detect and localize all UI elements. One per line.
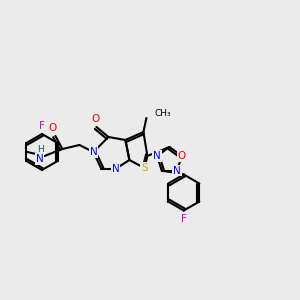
Text: O: O	[48, 123, 56, 133]
Text: H: H	[37, 146, 44, 154]
Text: N: N	[89, 147, 97, 157]
Text: N: N	[112, 164, 119, 174]
Text: F: F	[39, 121, 45, 131]
Text: S: S	[141, 163, 148, 173]
Text: F: F	[181, 214, 187, 224]
Text: CH₃: CH₃	[154, 109, 171, 118]
Text: O: O	[178, 151, 186, 161]
Text: N: N	[173, 166, 181, 176]
Text: O: O	[91, 114, 100, 124]
Text: N: N	[153, 151, 161, 161]
Text: N: N	[35, 154, 43, 164]
